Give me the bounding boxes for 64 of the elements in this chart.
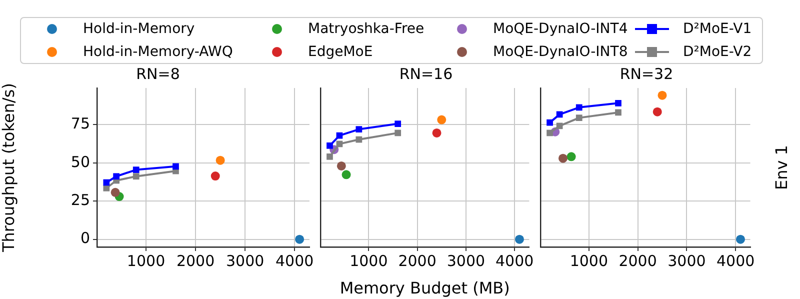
y-axis-title: Throughput (token/s) <box>0 83 18 253</box>
x-tick-label: 3000 <box>668 252 706 270</box>
point <box>546 119 553 126</box>
point <box>558 154 568 163</box>
point <box>394 120 402 127</box>
point <box>172 163 179 170</box>
legend-label: MoQE-DynaIO-INT8 <box>493 44 628 60</box>
x-tick-label: 2000 <box>176 252 215 270</box>
point <box>514 234 524 244</box>
point <box>394 130 402 136</box>
point <box>652 107 662 116</box>
point <box>103 184 110 192</box>
x-axis-title: Memory Budget (MB) <box>340 278 510 298</box>
point <box>216 156 225 165</box>
point <box>658 90 667 100</box>
point <box>736 234 745 244</box>
point <box>110 188 120 197</box>
chart-title: RN=16 <box>399 64 453 83</box>
point <box>437 115 446 124</box>
legend-label: Hold-in-Memory-AWQ <box>83 44 233 60</box>
point <box>356 136 362 143</box>
point <box>326 153 333 160</box>
point <box>342 170 351 180</box>
x-tick-label: 2000 <box>398 252 436 270</box>
point <box>326 142 333 149</box>
x-tick-label: 1000 <box>126 252 166 270</box>
x-tick-label: 4000 <box>276 252 314 270</box>
legend-label: EdgeMoE <box>308 44 373 60</box>
point <box>576 104 582 111</box>
point <box>576 114 582 121</box>
point <box>295 234 304 244</box>
point <box>566 152 576 162</box>
x-tick-label: 3000 <box>446 252 486 270</box>
point <box>210 172 220 181</box>
point <box>132 173 140 180</box>
point <box>113 173 120 180</box>
x-tick-label: 4000 <box>496 252 534 270</box>
point <box>556 122 563 130</box>
legend-label: D²MoE-V2 <box>683 44 752 60</box>
chart-title: RN=8 <box>136 64 180 83</box>
point <box>132 166 140 173</box>
y-tick-label: 50 <box>70 152 90 171</box>
legend-label: Hold-in-Memory <box>83 21 195 38</box>
point <box>615 109 622 116</box>
x-tick-label: 3000 <box>226 252 264 270</box>
y2-axis-title: Env 1 <box>771 144 790 190</box>
point <box>546 130 553 136</box>
point <box>432 128 442 138</box>
y-tick-label: 0 <box>80 229 90 248</box>
point <box>336 161 346 170</box>
point <box>356 126 362 132</box>
legend-label: MoQE-DynaIO-INT4 <box>493 21 628 38</box>
x-tick-label: 1000 <box>570 252 608 270</box>
point <box>615 100 622 106</box>
x-tick-label: 4000 <box>716 252 755 270</box>
legend-label: Matryoshka-Free <box>308 21 424 38</box>
legend-label: D²MoE-V1 <box>683 21 752 38</box>
point <box>556 111 563 118</box>
point <box>103 179 110 186</box>
y-tick-label: 75 <box>70 114 90 133</box>
y-tick-label: 25 <box>70 191 90 210</box>
x-tick-label: 2000 <box>618 252 657 270</box>
chart-title: RN=32 <box>620 64 674 83</box>
x-tick-label: 1000 <box>350 252 388 270</box>
